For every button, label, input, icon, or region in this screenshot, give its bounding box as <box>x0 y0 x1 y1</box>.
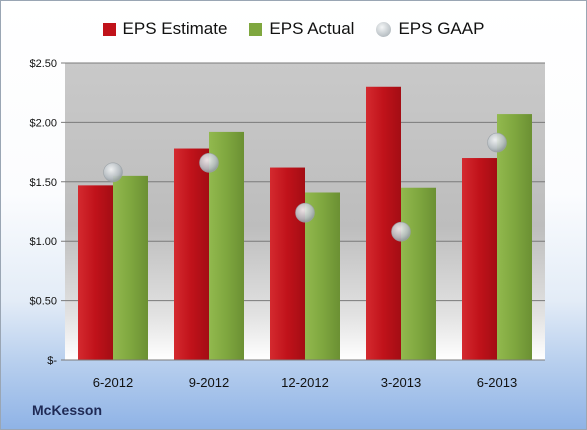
y-tick-label: $2.00 <box>29 117 57 129</box>
legend-item-eps-gaap: EPS GAAP <box>376 19 484 39</box>
legend-item-eps-actual: EPS Actual <box>249 19 354 39</box>
bar-eps-actual <box>497 114 532 360</box>
legend: EPS Estimate EPS Actual EPS GAAP <box>1 17 586 41</box>
x-tick-label: 12-2012 <box>281 375 329 390</box>
x-tick-label: 6-2012 <box>93 375 133 390</box>
legend-swatch-eps-gaap <box>376 21 392 37</box>
legend-label-eps-gaap: EPS GAAP <box>398 19 485 38</box>
legend-swatch-eps-actual <box>249 22 263 36</box>
point-eps-gaap <box>199 152 219 173</box>
point-eps-gaap <box>391 221 411 242</box>
bar-eps-estimate <box>366 86 401 360</box>
y-tick-label: $- <box>47 355 57 367</box>
bar-eps-estimate <box>270 167 305 360</box>
y-tick-label: $1.50 <box>29 177 57 189</box>
y-tick-label: $0.50 <box>29 296 57 308</box>
bar-eps-estimate <box>462 158 497 360</box>
bar-eps-actual <box>401 187 436 360</box>
company-label: McKesson <box>32 402 103 418</box>
legend-swatch-eps-estimate <box>102 22 116 36</box>
bar-eps-estimate <box>174 148 209 360</box>
bar-eps-actual <box>113 175 148 360</box>
legend-label-eps-actual: EPS Actual <box>269 19 355 38</box>
y-tick-label: $1.00 <box>29 236 57 248</box>
x-tick-label: 6-2013 <box>477 375 517 390</box>
bar-eps-estimate <box>78 185 113 360</box>
x-tick-label: 9-2012 <box>189 375 229 390</box>
y-tick-label: $2.50 <box>29 58 57 70</box>
legend-label-eps-estimate: EPS Estimate <box>122 19 228 38</box>
legend-item-eps-estimate: EPS Estimate <box>102 19 228 39</box>
x-tick-label: 3-2013 <box>381 375 421 390</box>
point-eps-gaap <box>487 132 507 153</box>
point-eps-gaap <box>295 202 315 223</box>
point-eps-gaap <box>103 162 123 183</box>
